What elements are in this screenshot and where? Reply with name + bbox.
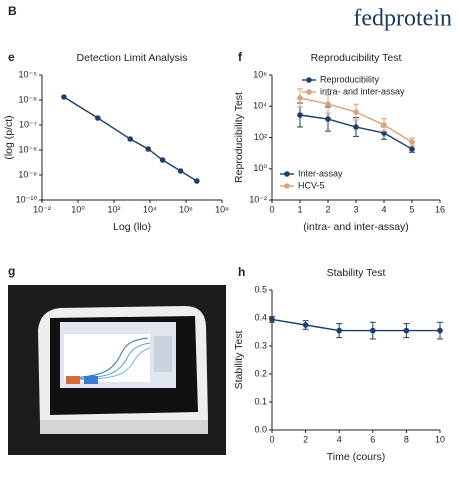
marker (381, 122, 387, 128)
chart-title: Detection Limit Analysis (77, 52, 188, 64)
marker (353, 109, 359, 115)
marker (61, 94, 67, 100)
marker (159, 157, 166, 163)
marker (353, 124, 359, 130)
y-tick-label: 10⁻² (249, 194, 267, 204)
panel-label: f (238, 50, 243, 64)
marker (302, 322, 309, 328)
marker (336, 327, 343, 334)
figure-label: B (8, 4, 17, 18)
y-tick-label: 10⁻⁷ (19, 119, 37, 129)
x-tick-label: 0 (269, 204, 274, 214)
marker (403, 327, 410, 334)
y-tick-label: 10⁻⁶ (19, 94, 38, 104)
marker (145, 146, 151, 152)
x-tick-label: 16 (435, 204, 445, 214)
y-tick-label: 10⁻⁵ (19, 69, 38, 79)
marker (370, 327, 376, 334)
marker (297, 95, 303, 101)
x-axis-label: (intra- and inter-assay) (303, 221, 409, 233)
chart-title: Reproducibility Test (311, 52, 402, 64)
x-tick-label: 5 (409, 204, 414, 214)
x-axis-label: Time (cours) (327, 451, 386, 463)
y-axis-label: Stability Test (233, 331, 245, 390)
y-tick-label: 10⁰ (253, 163, 267, 173)
panel-label: e (8, 50, 15, 64)
y-tick-label: 10⁴ (253, 101, 267, 111)
x-tick-label: 10² (107, 204, 120, 214)
series-line (271, 318, 440, 332)
y-tick-label: 0.1 (254, 396, 267, 406)
marker (95, 115, 101, 121)
legend-marker (306, 89, 312, 95)
x-axis-label: Log (llo) (113, 221, 151, 233)
marker (409, 139, 415, 145)
x-tick-label: 4 (337, 434, 342, 444)
marker (409, 146, 415, 152)
legend-marker (306, 77, 312, 83)
y-tick-label: 0.5 (254, 284, 267, 294)
x-tick-label: 0 (269, 434, 274, 444)
x-tick-label: 8 (404, 434, 409, 444)
legend-label: HCV-5 (298, 180, 325, 190)
x-tick-label: 2 (325, 204, 330, 214)
marker (297, 112, 303, 118)
x-tick-label: 4 (381, 204, 386, 214)
x-tick-label: 1 (297, 204, 302, 214)
y-axis-label: (log (p/ct) (3, 115, 15, 159)
marker (325, 101, 331, 107)
x-tick-label: 6 (370, 434, 375, 444)
brand: fedprotein (353, 6, 452, 32)
x-tick-label: 10⁻² (33, 204, 51, 214)
y-tick-label: 10² (254, 132, 267, 142)
device-photo (8, 285, 226, 455)
marker (194, 178, 200, 184)
x-tick-label: 10⁸ (215, 204, 229, 214)
y-tick-label: 0.2 (254, 368, 267, 378)
marker (437, 327, 443, 334)
x-tick-label: 3 (353, 204, 358, 214)
y-tick-label: 0.3 (254, 340, 267, 350)
y-tick-label: 0.0 (254, 424, 267, 434)
marker (177, 168, 184, 174)
marker (127, 136, 133, 142)
marker (325, 116, 331, 122)
x-tick-label: 10 (435, 434, 445, 444)
panel-label: h (238, 265, 245, 279)
marker (269, 316, 275, 323)
x-tick-label: 10⁶ (179, 204, 193, 214)
y-tick-label: 10⁻⁹ (18, 169, 37, 179)
chart-title: Stability Test (327, 267, 386, 279)
legend-marker (284, 183, 290, 189)
y-tick-label: 10⁻⁸ (18, 144, 37, 154)
legend-label: Reproducibility (320, 74, 380, 84)
legend-marker (284, 171, 290, 177)
y-tick-label: 10⁻¹⁰ (16, 194, 38, 204)
legend-label: Inter-assay (298, 168, 343, 178)
x-tick-label: 10⁰ (71, 204, 85, 214)
panel-label: g (8, 264, 15, 278)
y-axis-label: Reproducibility Test (233, 92, 245, 183)
legend-label: intra- and inter-assay (320, 86, 405, 96)
y-tick-label: 10⁶ (253, 69, 267, 79)
y-tick-label: 0.4 (254, 312, 267, 322)
x-tick-label: 2 (303, 434, 308, 444)
x-tick-label: 10⁴ (143, 204, 157, 214)
